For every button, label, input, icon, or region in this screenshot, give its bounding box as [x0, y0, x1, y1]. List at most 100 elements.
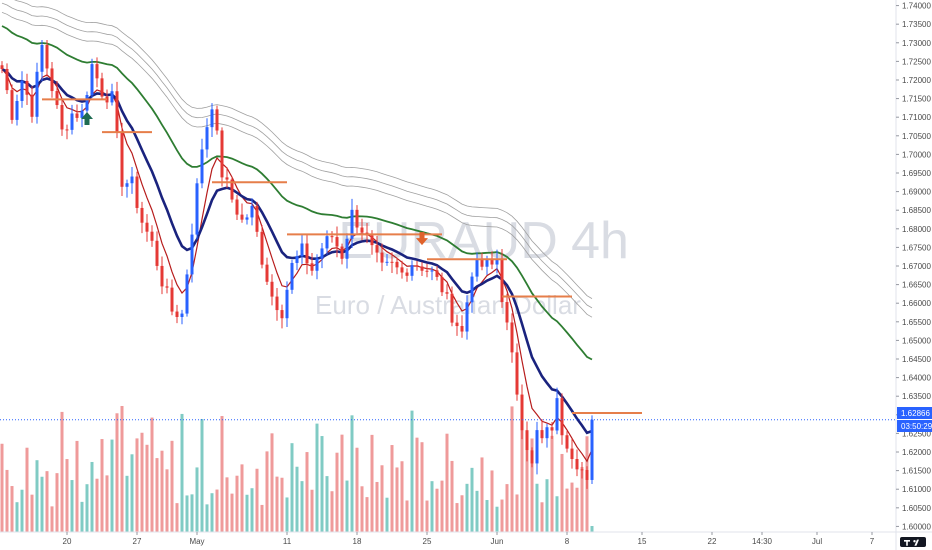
volume-bar	[420, 442, 424, 532]
candle	[20, 71, 24, 108]
candle	[60, 98, 64, 136]
candle	[585, 466, 589, 489]
candle	[380, 243, 384, 272]
candle	[180, 309, 184, 325]
volume-bar	[530, 438, 534, 532]
candle-body	[90, 64, 94, 96]
volume-bar	[35, 460, 39, 532]
candle-body	[460, 326, 464, 332]
candle	[40, 39, 44, 82]
volume-bar	[60, 411, 64, 532]
volume-bar	[535, 483, 539, 532]
time-axis[interactable]: 20 27 May 11 18 25 Jun 8 15 22 14:30 Jul 7	[0, 531, 932, 546]
candle	[335, 226, 339, 258]
candle	[135, 171, 139, 214]
price-tick-label: 1.64500	[902, 355, 931, 364]
volume-bar	[65, 459, 69, 532]
volume-bar	[115, 413, 119, 532]
candle-body	[500, 259, 504, 303]
volume-bar	[80, 501, 84, 532]
candle-body	[555, 398, 559, 431]
candle-body	[290, 262, 294, 290]
price-tick-label: 1.70500	[902, 132, 931, 141]
candle	[125, 179, 129, 198]
volume-bar	[185, 495, 189, 532]
candle-body	[370, 235, 374, 246]
candle-body	[550, 427, 554, 431]
last-price-tag	[897, 407, 932, 419]
candle-body	[20, 80, 24, 102]
volume-bar	[325, 476, 329, 532]
candle	[470, 272, 474, 313]
candle-body	[565, 435, 569, 449]
price-tick-label: 1.74000	[902, 2, 931, 11]
candle-body	[195, 183, 199, 235]
candle-body	[110, 91, 114, 103]
candle-body	[245, 217, 249, 220]
volume-bar	[395, 467, 399, 532]
volume-bar	[275, 476, 279, 532]
candle-body	[530, 450, 534, 464]
volume-bar	[340, 434, 344, 532]
candle	[175, 304, 179, 324]
price-tick-label: 1.66500	[902, 281, 931, 290]
candle-body	[140, 207, 144, 223]
volume-bar	[315, 423, 319, 532]
candle-body	[430, 270, 434, 272]
candle	[425, 263, 429, 278]
time-tick-label: Jun	[491, 537, 504, 546]
candle	[430, 266, 434, 281]
candle	[10, 84, 14, 124]
price-tick-label: 1.73000	[902, 39, 931, 48]
candle	[275, 287, 279, 321]
volume-bar	[90, 461, 94, 532]
candle	[375, 236, 379, 263]
volume-bar	[195, 467, 199, 532]
candle	[65, 124, 69, 140]
volume-bar	[330, 491, 334, 532]
volume-bar	[40, 476, 44, 532]
candle-body	[465, 302, 469, 332]
candle	[30, 86, 34, 123]
price-axis[interactable]: 1.74000 1.73500 1.73000 1.72500 1.72000 1.715…	[895, 0, 931, 550]
candle-body	[375, 245, 379, 253]
last-price-tags: 1.62866 03:50:29	[897, 407, 932, 432]
candle-body	[485, 259, 489, 267]
volume-bar	[385, 497, 389, 532]
candle-body	[515, 352, 519, 395]
candle-body	[150, 231, 154, 241]
volume-bar	[5, 469, 9, 532]
candle-body	[265, 264, 269, 282]
volume-bar	[75, 440, 79, 532]
candle-body	[135, 176, 139, 208]
volume-bar	[190, 494, 194, 532]
candle-body	[360, 227, 364, 233]
candle-body	[395, 261, 399, 268]
volume-bar	[375, 481, 379, 532]
candle-body	[80, 110, 84, 118]
candlesticks	[0, 39, 594, 489]
candle	[520, 384, 524, 440]
volume-bar	[20, 489, 24, 532]
candle-body	[160, 265, 164, 287]
candle	[230, 176, 234, 203]
volume-bar	[10, 486, 14, 532]
volume-bar	[475, 490, 479, 532]
candle	[420, 262, 424, 277]
volume-bar	[160, 450, 164, 532]
candle-body	[175, 311, 179, 317]
candle	[90, 58, 94, 98]
candle	[255, 201, 259, 237]
time-tick-label: Jul	[812, 537, 822, 546]
volume-bar	[165, 469, 169, 532]
candle	[185, 269, 189, 317]
volume-bar	[125, 475, 129, 532]
candle-body	[70, 113, 74, 130]
candle	[560, 393, 564, 445]
candle-body	[165, 286, 169, 288]
candle-body	[30, 94, 34, 117]
candle	[305, 234, 309, 275]
candle	[450, 286, 454, 327]
